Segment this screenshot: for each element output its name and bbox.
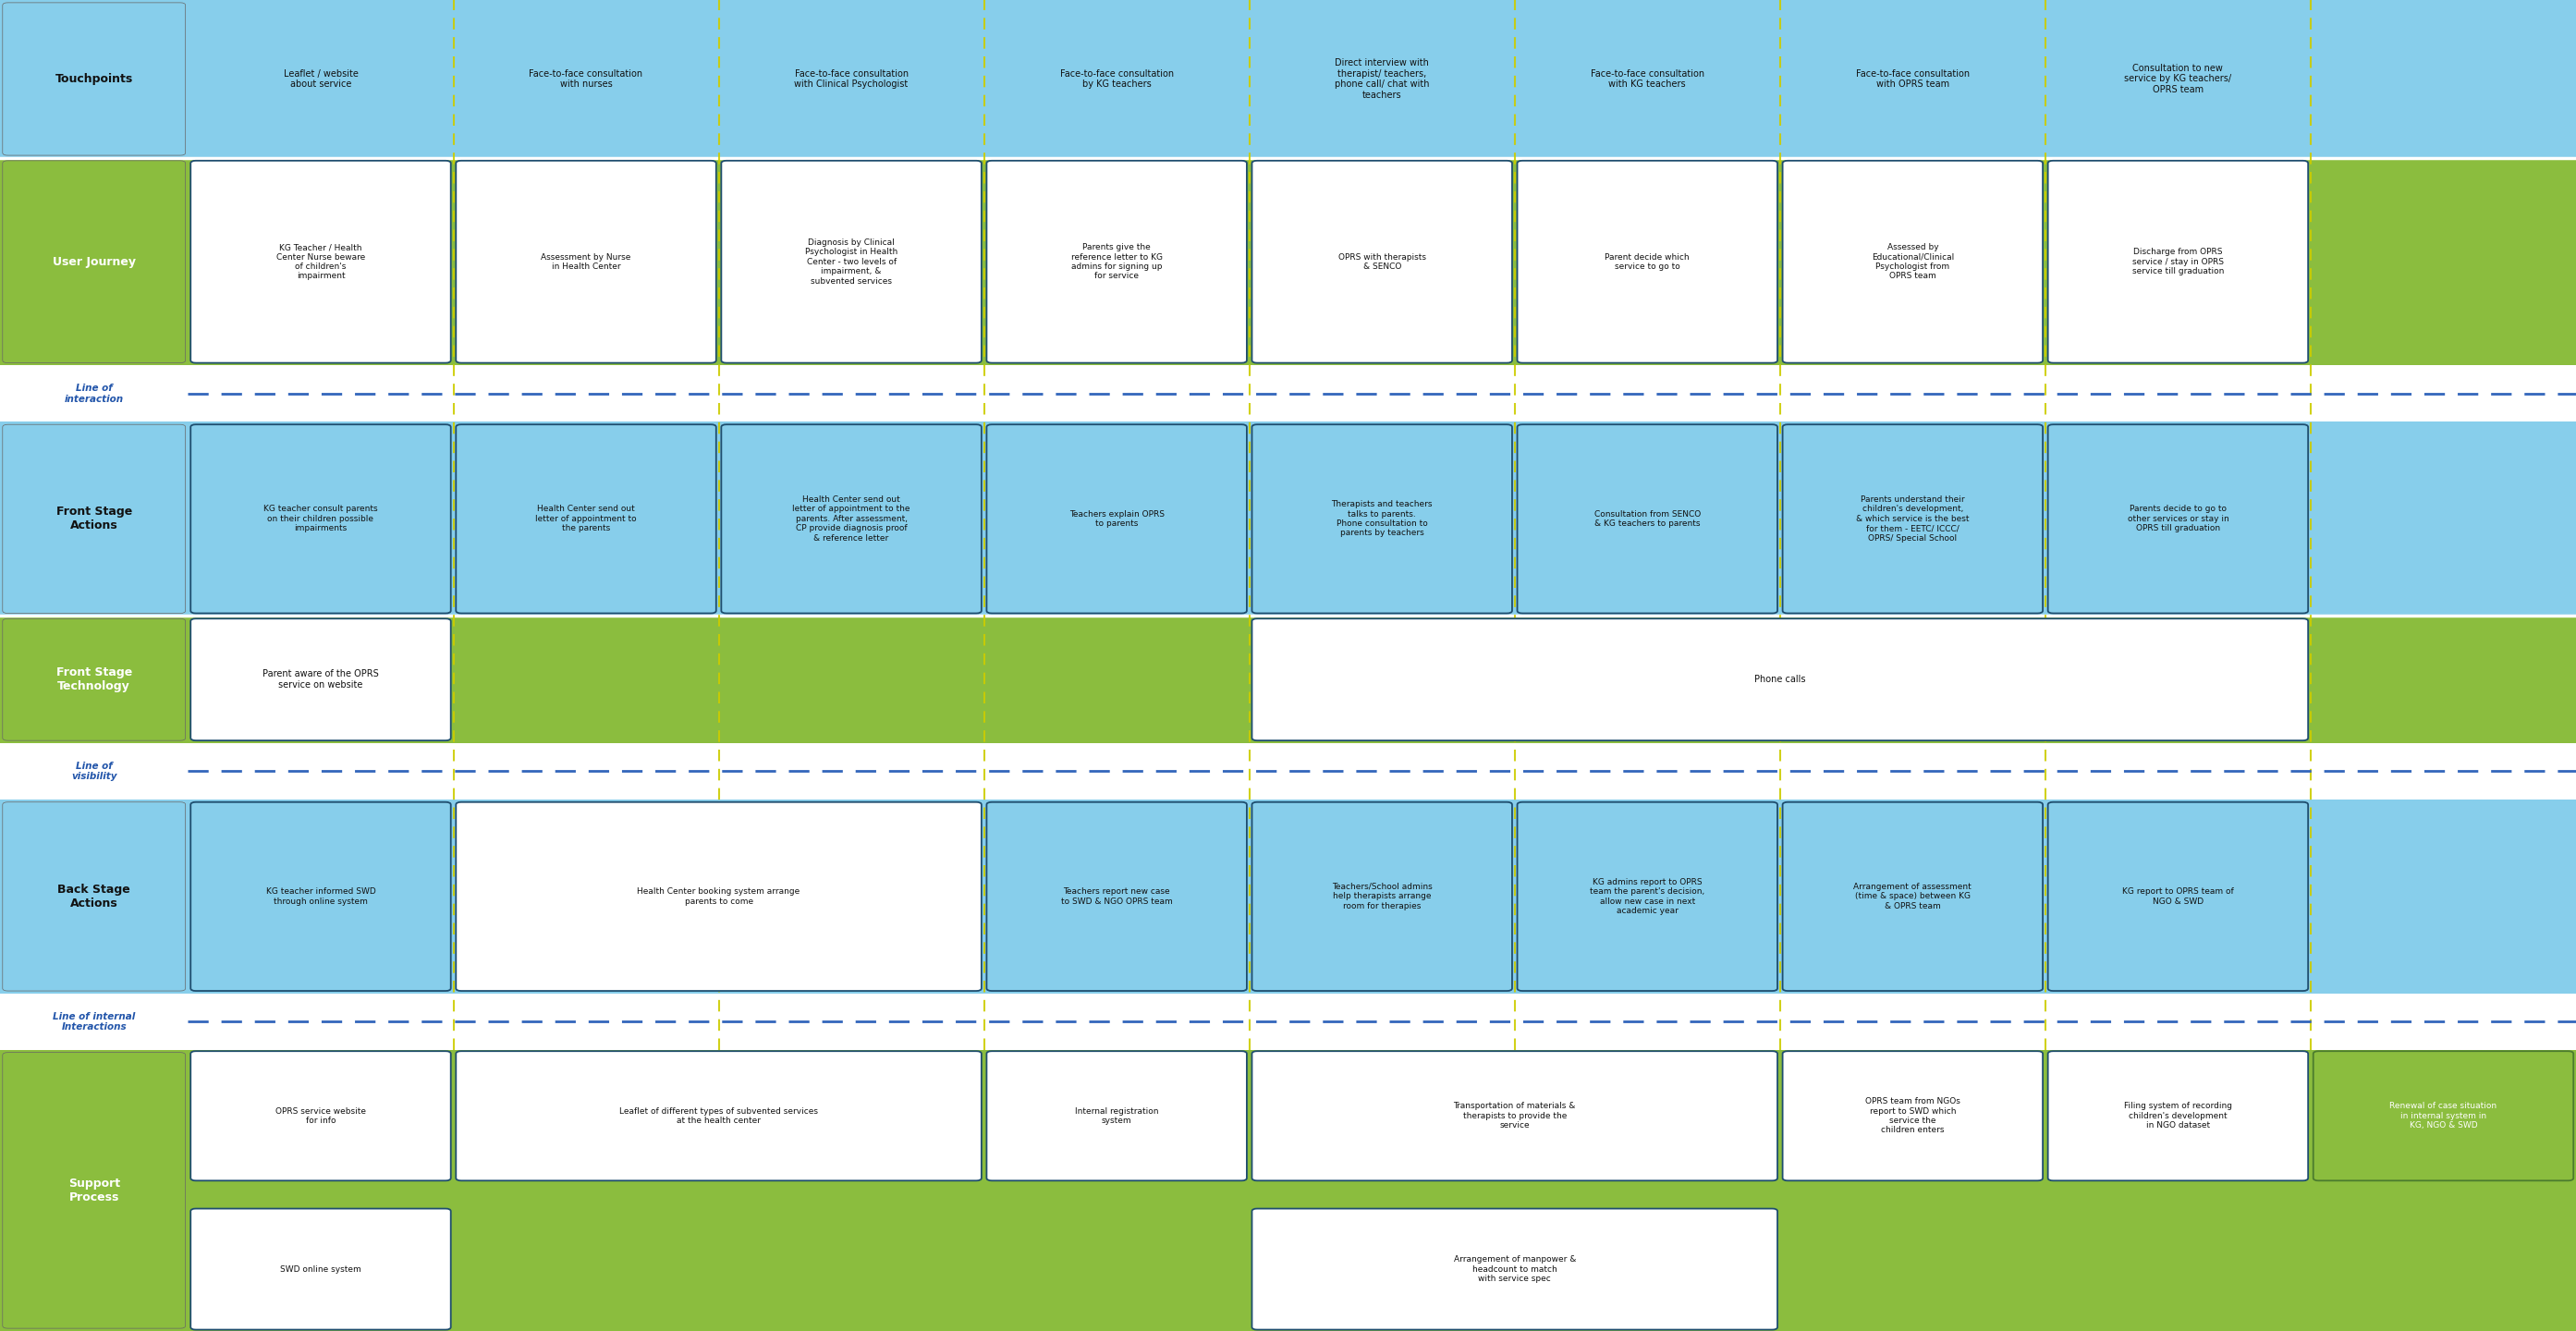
Text: OPRS with therapists
& SENCO: OPRS with therapists & SENCO — [1337, 253, 1427, 270]
FancyBboxPatch shape — [1252, 1209, 1777, 1330]
FancyBboxPatch shape — [987, 1051, 1247, 1181]
Text: Assessed by
Educational/Clinical
Psychologist from
OPRS team: Assessed by Educational/Clinical Psychol… — [1870, 244, 1955, 281]
Text: Face-to-face consultation
with nurses: Face-to-face consultation with nurses — [528, 69, 644, 89]
FancyBboxPatch shape — [1252, 425, 1512, 614]
Text: Discharge from OPRS
service / stay in OPRS
service till graduation: Discharge from OPRS service / stay in OP… — [2133, 248, 2223, 276]
Text: Internal registration
system: Internal registration system — [1074, 1107, 1159, 1125]
Text: Parents decide to go to
other services or stay in
OPRS till graduation: Parents decide to go to other services o… — [2128, 504, 2228, 532]
FancyBboxPatch shape — [456, 803, 981, 990]
FancyBboxPatch shape — [0, 0, 2576, 158]
FancyBboxPatch shape — [191, 803, 451, 990]
FancyBboxPatch shape — [987, 803, 1247, 990]
FancyBboxPatch shape — [3, 619, 185, 740]
FancyBboxPatch shape — [191, 425, 451, 614]
Text: Parent aware of the OPRS
service on website: Parent aware of the OPRS service on webs… — [263, 669, 379, 689]
Text: Health Center send out
letter of appointment to the
parents. After assessment,
C: Health Center send out letter of appoint… — [793, 495, 909, 542]
Text: Front Stage
Technology: Front Stage Technology — [57, 667, 131, 692]
Text: Front Stage
Actions: Front Stage Actions — [57, 506, 131, 532]
Text: Line of
visibility: Line of visibility — [72, 761, 116, 781]
FancyBboxPatch shape — [1252, 161, 1512, 363]
FancyBboxPatch shape — [1517, 161, 1777, 363]
Text: Health Center booking system arrange
parents to come: Health Center booking system arrange par… — [636, 888, 801, 905]
FancyBboxPatch shape — [0, 422, 2576, 616]
Text: Parent decide which
service to go to: Parent decide which service to go to — [1605, 253, 1690, 270]
Text: Line of internal
Interactions: Line of internal Interactions — [52, 1012, 137, 1032]
Text: Teachers/School admins
help therapists arrange
room for therapies: Teachers/School admins help therapists a… — [1332, 882, 1432, 910]
Text: Teachers report new case
to SWD & NGO OPRS team: Teachers report new case to SWD & NGO OP… — [1061, 888, 1172, 905]
Text: KG report to OPRS team of
NGO & SWD: KG report to OPRS team of NGO & SWD — [2123, 888, 2233, 905]
FancyBboxPatch shape — [2048, 425, 2308, 614]
FancyBboxPatch shape — [456, 425, 716, 614]
Text: OPRS team from NGOs
report to SWD which
service the
children enters: OPRS team from NGOs report to SWD which … — [1865, 1097, 1960, 1134]
FancyBboxPatch shape — [1517, 425, 1777, 614]
FancyBboxPatch shape — [987, 161, 1247, 363]
Text: Diagnosis by Clinical
Psychologist in Health
Center - two levels of
impairment, : Diagnosis by Clinical Psychologist in He… — [806, 238, 896, 285]
Text: Arrangement of manpower &
headcount to match
with service spec: Arrangement of manpower & headcount to m… — [1453, 1255, 1577, 1283]
FancyBboxPatch shape — [456, 1051, 981, 1181]
Text: Leaflet / website
about service: Leaflet / website about service — [283, 69, 358, 89]
Text: Phone calls: Phone calls — [1754, 675, 1806, 684]
Text: KG teacher informed SWD
through online system: KG teacher informed SWD through online s… — [265, 888, 376, 905]
FancyBboxPatch shape — [456, 161, 716, 363]
Text: Health Center send out
letter of appointment to
the parents: Health Center send out letter of appoint… — [536, 504, 636, 532]
FancyBboxPatch shape — [1252, 619, 2308, 740]
Text: Back Stage
Actions: Back Stage Actions — [57, 884, 131, 909]
Text: Teachers explain OPRS
to parents: Teachers explain OPRS to parents — [1069, 510, 1164, 528]
Text: Consultation from SENCO
& KG teachers to parents: Consultation from SENCO & KG teachers to… — [1595, 510, 1700, 528]
Text: Touchpoints: Touchpoints — [54, 73, 134, 85]
FancyBboxPatch shape — [191, 619, 451, 740]
Text: Face-to-face consultation
with OPRS team: Face-to-face consultation with OPRS team — [1855, 69, 1971, 89]
FancyBboxPatch shape — [1783, 1051, 2043, 1181]
FancyBboxPatch shape — [3, 161, 185, 363]
FancyBboxPatch shape — [987, 425, 1247, 614]
Text: OPRS service website
for info: OPRS service website for info — [276, 1107, 366, 1125]
FancyBboxPatch shape — [1252, 1051, 1777, 1181]
Text: Arrangement of assessment
(time & space) between KG
& OPRS team: Arrangement of assessment (time & space)… — [1855, 882, 1971, 910]
Text: Direct interview with
therapist/ teachers,
phone call/ chat with
teachers: Direct interview with therapist/ teacher… — [1334, 59, 1430, 100]
Text: Therapists and teachers
talks to parents.
Phone consultation to
parents by teach: Therapists and teachers talks to parents… — [1332, 500, 1432, 538]
FancyBboxPatch shape — [3, 803, 185, 990]
Text: KG teacher consult parents
on their children possible
impairments: KG teacher consult parents on their chil… — [263, 504, 379, 532]
Text: Face-to-face consultation
with Clinical Psychologist: Face-to-face consultation with Clinical … — [793, 69, 909, 89]
FancyBboxPatch shape — [2048, 1051, 2308, 1181]
Text: Renewal of case situation
in internal system in
KG, NGO & SWD: Renewal of case situation in internal sy… — [2391, 1102, 2496, 1130]
Text: Transportation of materials &
therapists to provide the
service: Transportation of materials & therapists… — [1453, 1102, 1577, 1130]
FancyBboxPatch shape — [2048, 161, 2308, 363]
Text: Parents give the
reference letter to KG
admins for signing up
for service: Parents give the reference letter to KG … — [1072, 244, 1162, 281]
Text: Support
Process: Support Process — [67, 1178, 121, 1203]
FancyBboxPatch shape — [721, 161, 981, 363]
Text: KG admins report to OPRS
team the parent's decision,
allow new case in next
acad: KG admins report to OPRS team the parent… — [1589, 878, 1705, 914]
Text: Consultation to new
service by KG teachers/
OPRS team: Consultation to new service by KG teache… — [2125, 64, 2231, 95]
FancyBboxPatch shape — [3, 425, 185, 614]
Text: KG Teacher / Health
Center Nurse beware
of children's
impairment: KG Teacher / Health Center Nurse beware … — [276, 244, 366, 281]
FancyBboxPatch shape — [3, 3, 185, 156]
Text: Face-to-face consultation
by KG teachers: Face-to-face consultation by KG teachers — [1059, 69, 1175, 89]
FancyBboxPatch shape — [0, 616, 2576, 743]
FancyBboxPatch shape — [0, 158, 2576, 366]
FancyBboxPatch shape — [1252, 803, 1512, 990]
FancyBboxPatch shape — [1517, 803, 1777, 990]
FancyBboxPatch shape — [721, 425, 981, 614]
FancyBboxPatch shape — [1783, 161, 2043, 363]
Text: Leaflet of different types of subvented services
at the health center: Leaflet of different types of subvented … — [618, 1107, 819, 1125]
FancyBboxPatch shape — [1783, 803, 2043, 990]
FancyBboxPatch shape — [191, 161, 451, 363]
FancyBboxPatch shape — [2313, 1051, 2573, 1181]
Text: SWD online system: SWD online system — [281, 1264, 361, 1274]
FancyBboxPatch shape — [2048, 803, 2308, 990]
FancyBboxPatch shape — [191, 1209, 451, 1330]
FancyBboxPatch shape — [1783, 425, 2043, 614]
Text: Filing system of recording
children's development
in NGO dataset: Filing system of recording children's de… — [2125, 1102, 2231, 1130]
Text: Parents understand their
children's development,
& which service is the best
for: Parents understand their children's deve… — [1857, 495, 1968, 542]
FancyBboxPatch shape — [191, 1051, 451, 1181]
FancyBboxPatch shape — [0, 1050, 2576, 1331]
Text: Face-to-face consultation
with KG teachers: Face-to-face consultation with KG teache… — [1589, 69, 1705, 89]
Text: Assessment by Nurse
in Health Center: Assessment by Nurse in Health Center — [541, 253, 631, 270]
Text: Line of
interaction: Line of interaction — [64, 383, 124, 403]
FancyBboxPatch shape — [0, 800, 2576, 993]
FancyBboxPatch shape — [3, 1053, 185, 1328]
Text: User Journey: User Journey — [52, 256, 137, 268]
